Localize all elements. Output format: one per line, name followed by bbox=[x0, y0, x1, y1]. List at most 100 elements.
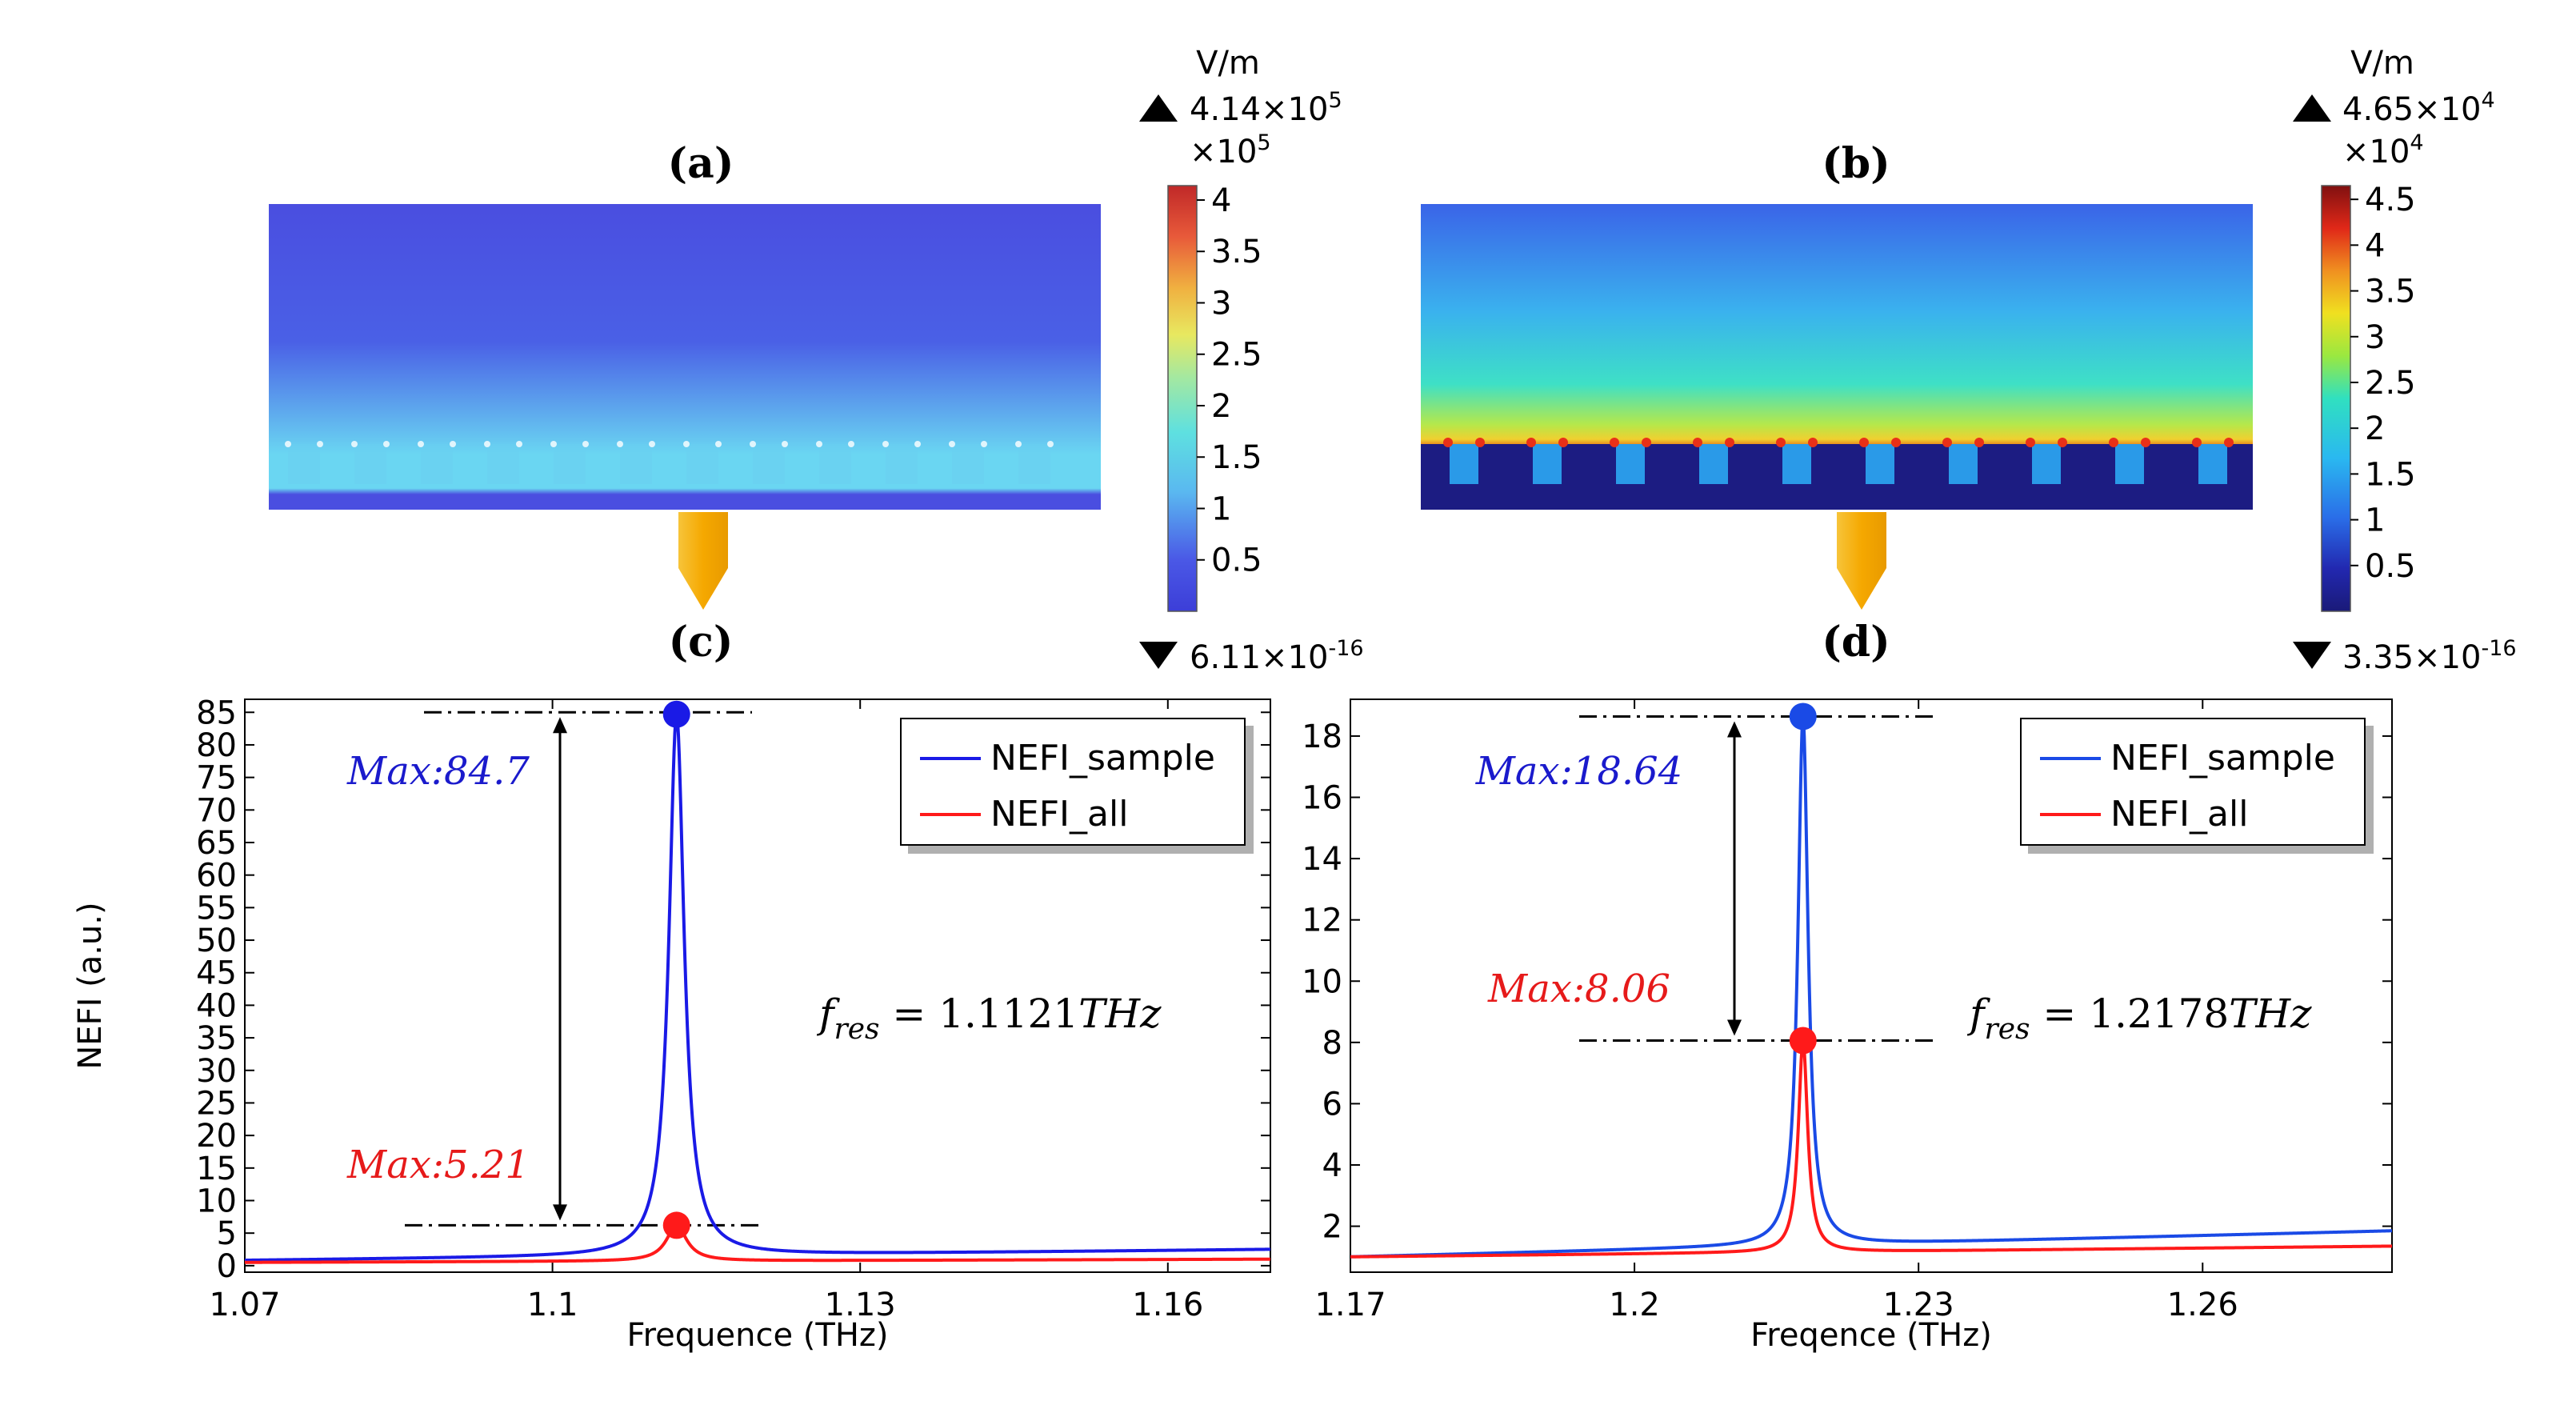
x-tick-label: 1.2 bbox=[1609, 1287, 1660, 1323]
peak-marker-NEFI_all bbox=[1789, 1027, 1817, 1055]
x-tick-label: 1.17 bbox=[1314, 1287, 1386, 1323]
grating-b bbox=[1421, 438, 2253, 510]
panel-label-b: (b) bbox=[1822, 139, 1890, 188]
grating-a-hotspot bbox=[848, 441, 854, 447]
grating-b-hotspot bbox=[1725, 438, 1734, 447]
y-tick-label: 18 bbox=[1302, 719, 1342, 755]
y-tick-label: 60 bbox=[196, 858, 237, 895]
grating-a bbox=[285, 441, 1054, 484]
grating-b-groove bbox=[1866, 444, 1894, 484]
arrow-head-up-icon bbox=[1727, 721, 1742, 738]
colorbar-b-scale-base: ×10 bbox=[2342, 134, 2410, 170]
plot-area bbox=[1350, 715, 2392, 1259]
colorbar-tick-label: 3 bbox=[1211, 285, 1231, 322]
colorbar-a-scale: ×105 bbox=[1190, 130, 1271, 170]
colorbar-b-scale: ×104 bbox=[2342, 130, 2424, 170]
probe-b-icon bbox=[1837, 512, 1886, 610]
panel-label-d: (d) bbox=[1822, 618, 1890, 666]
colorbar-tick-label: 1.5 bbox=[2365, 456, 2416, 493]
grating-b-hotspot bbox=[1859, 438, 1869, 447]
grating-b-groove bbox=[2115, 444, 2144, 484]
colorbar-tick-label: 0.5 bbox=[1211, 542, 1262, 579]
colorbar-a-min-exp: -16 bbox=[1328, 636, 1363, 661]
grating-b-hotspot bbox=[1891, 438, 1901, 447]
grating-a-hotspot bbox=[450, 441, 456, 447]
y-tick-label: 45 bbox=[196, 955, 237, 992]
y-tick-label: 85 bbox=[196, 694, 237, 731]
fres-unit: THz bbox=[2229, 991, 2312, 1037]
colorbar-a-scale-exp: 5 bbox=[1257, 130, 1270, 155]
grating-a-hotspot bbox=[317, 441, 323, 447]
grating-a-hotspot bbox=[715, 441, 722, 447]
y-tick-label: 4 bbox=[1322, 1147, 1342, 1184]
arrow-head-down-icon bbox=[553, 1204, 567, 1221]
colorbar-b-max-triangle-icon bbox=[2293, 94, 2331, 122]
fres-subscript: res bbox=[834, 1013, 880, 1046]
grating-a-hotspot bbox=[285, 441, 291, 447]
chart-d: 1.17 1.2 1.23 1.26 2 4 6 8 10 12 14 16 18 Freqence (T… bbox=[1302, 698, 2393, 1354]
y-tick-label: 75 bbox=[196, 760, 237, 797]
grating-a-hotspot bbox=[582, 441, 589, 447]
grating-a-groove bbox=[487, 444, 519, 484]
peak-marker-NEFI_all bbox=[662, 1211, 690, 1239]
x-tick-label: 1.26 bbox=[2167, 1287, 2238, 1323]
grating-a-hotspot bbox=[750, 441, 756, 447]
max-sample-annotation: Max:18.64 bbox=[1475, 749, 1682, 794]
grating-b-hotspot bbox=[1776, 438, 1786, 447]
colorbar-tick-label: 3.5 bbox=[2365, 274, 2416, 310]
grating-b-hotspot bbox=[2141, 438, 2150, 447]
x-tick-label: 1.13 bbox=[825, 1287, 896, 1323]
colorbar-a-max-mantissa: 4.14×10 bbox=[1190, 91, 1328, 128]
grating-a-hotspot bbox=[1015, 441, 1022, 447]
colorbar-b-min-triangle-icon bbox=[2293, 642, 2331, 669]
grating-b-groove bbox=[1782, 444, 1811, 484]
grating-a-hotspot bbox=[516, 441, 522, 447]
colorbar-b-max-exp: 4 bbox=[2481, 88, 2494, 113]
grating-b-hotspot bbox=[1693, 438, 1702, 447]
grating-a-groove bbox=[952, 444, 984, 484]
grating-a-hotspot bbox=[949, 441, 955, 447]
legend: NEFI_sample NEFI_all bbox=[2020, 718, 2366, 846]
grating-a-hotspot bbox=[383, 441, 390, 447]
grating-a-groove bbox=[288, 444, 320, 484]
grating-b-hotspot bbox=[1526, 438, 1536, 447]
colorbar-b-min: 3.35×10-16 bbox=[2342, 636, 2517, 676]
grating-b-hotspot bbox=[2109, 438, 2118, 447]
peak-marker-NEFI_sample bbox=[1789, 703, 1817, 731]
y-tick-label: 10 bbox=[1302, 963, 1342, 1000]
colorbar-b-gradient bbox=[2321, 185, 2351, 612]
x-axis-label: Frequence (THz) bbox=[626, 1317, 888, 1354]
arrow-head-down-icon bbox=[1727, 1019, 1742, 1036]
field-map-a bbox=[269, 204, 1101, 610]
x-tick-label: 1.1 bbox=[527, 1287, 578, 1323]
grating-b-hotspot bbox=[1558, 438, 1568, 447]
plot-area bbox=[245, 711, 1270, 1264]
grating-a-hotspot bbox=[484, 441, 490, 447]
grating-a-hotspot bbox=[981, 441, 987, 447]
colorbar-b: V/m 4.65×104 ×104 0.511.522.533.544.5 3.… bbox=[2293, 45, 2517, 676]
y-tick-label: 16 bbox=[1302, 780, 1342, 817]
series-line-NEFI_all bbox=[245, 1223, 1270, 1264]
colorbar-b-min-mantissa: 3.35×10 bbox=[2342, 639, 2481, 676]
grating-b-hotspot bbox=[1610, 438, 1619, 447]
colorbar-tick-label: 1.5 bbox=[1211, 439, 1262, 476]
grating-a-groove bbox=[554, 444, 586, 484]
grating-a-hotspot bbox=[649, 441, 655, 447]
panel-label-c: (c) bbox=[669, 618, 734, 666]
grating-a-groove bbox=[620, 444, 652, 484]
y-tick-label: 12 bbox=[1302, 903, 1342, 939]
max-all-annotation: Max:5.21 bbox=[346, 1143, 530, 1187]
grating-a-groove bbox=[819, 444, 851, 484]
y-tick-label: 50 bbox=[196, 923, 237, 959]
legend-box bbox=[900, 718, 1246, 846]
max-sample-annotation: Max:84.7 bbox=[346, 749, 530, 794]
grating-a-hotspot bbox=[782, 441, 788, 447]
grating-a-hotspot bbox=[1047, 441, 1054, 447]
series-line-NEFI_all bbox=[1350, 1037, 2392, 1259]
grating-a-hotspot bbox=[617, 441, 623, 447]
grating-b-hotspot bbox=[1808, 438, 1818, 447]
grating-b-groove bbox=[1616, 444, 1645, 484]
x-axis-label: Freqence (THz) bbox=[1750, 1317, 1992, 1354]
